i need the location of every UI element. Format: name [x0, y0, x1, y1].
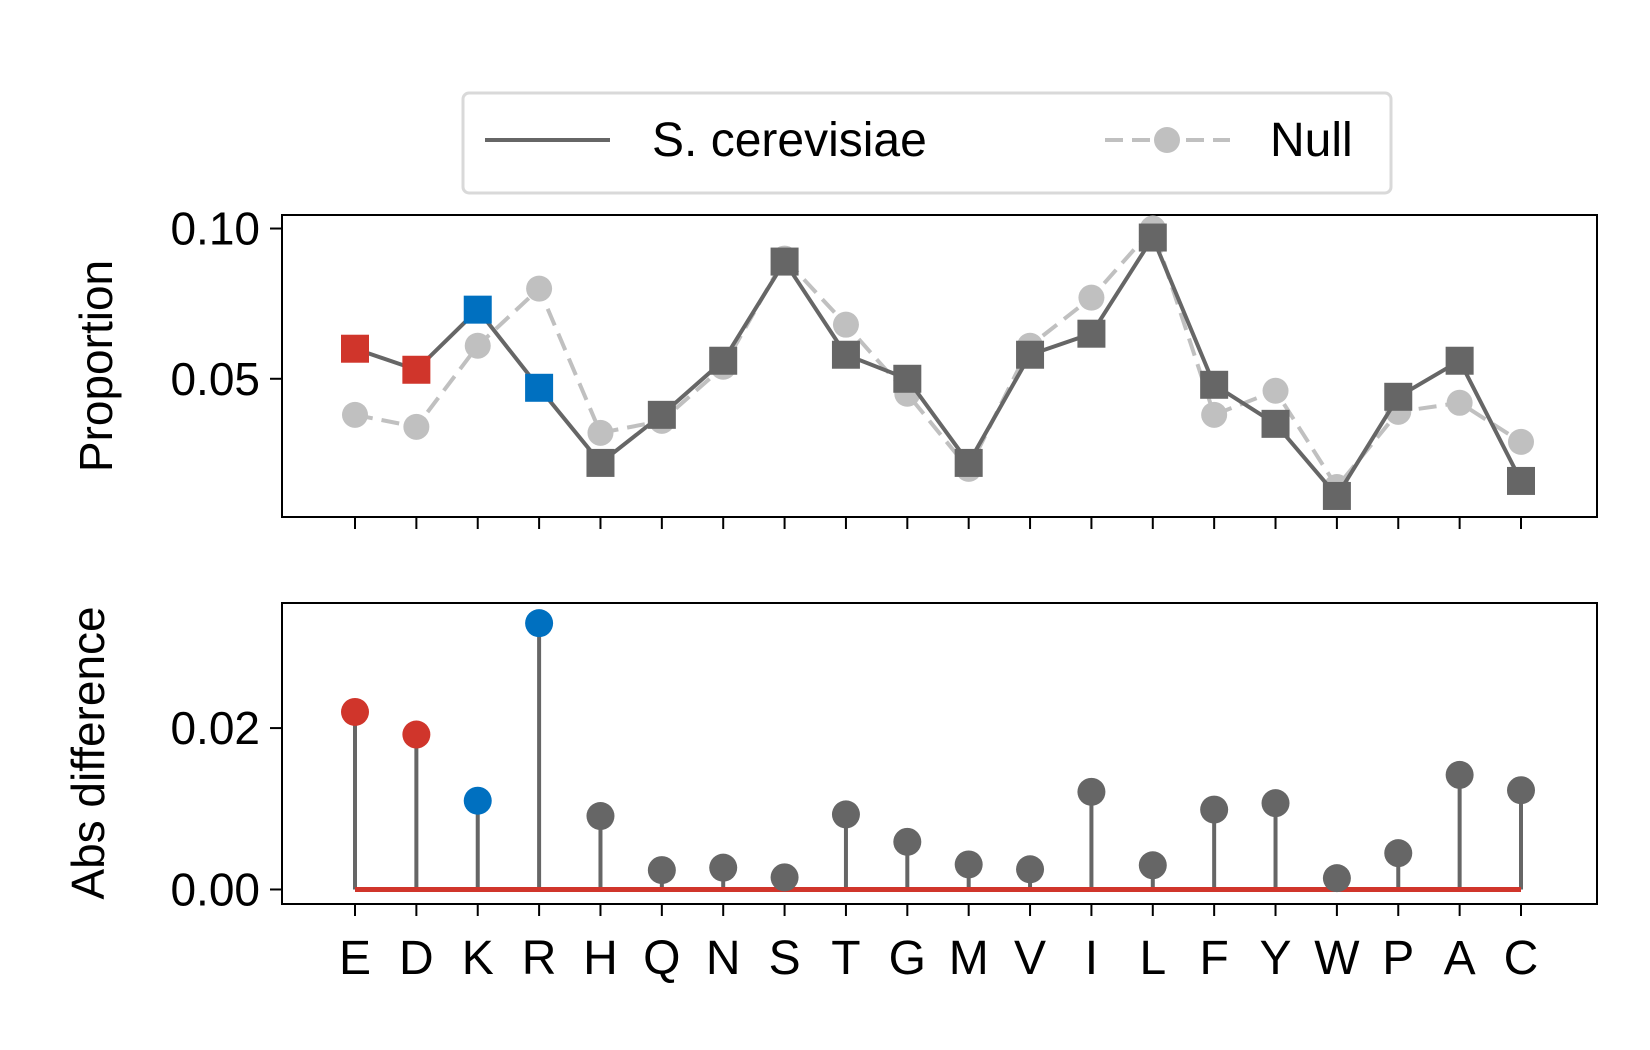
x-tick-label-M: M — [949, 932, 989, 985]
stem-marker-H — [586, 802, 615, 831]
null-point-R — [526, 275, 553, 302]
abs-difference-y-tick-label: 0.02 — [170, 702, 260, 754]
species-point-A — [1445, 346, 1474, 375]
x-tick-label-K: K — [462, 932, 494, 985]
null-point-D — [403, 413, 430, 440]
legend-frame — [461, 91, 1393, 195]
species-point-K — [463, 295, 492, 324]
proportion-panel: Proportion 0.05 0.10 — [70, 203, 1598, 529]
proportion-y-tick-label: 0.05 — [170, 353, 260, 405]
abs-difference-plot-frame — [281, 602, 1598, 905]
x-tick-label-D: D — [399, 932, 434, 985]
proportion-plot-frame — [281, 214, 1598, 518]
stem-marker-M — [954, 850, 983, 879]
species-point-Y — [1261, 409, 1290, 438]
species-point-F — [1200, 370, 1229, 399]
abs-difference-y-tick-label: 0.00 — [170, 863, 260, 915]
x-tick-label-N: N — [706, 932, 741, 985]
x-tick-label-I: I — [1085, 932, 1098, 985]
species-point-G — [893, 364, 922, 393]
species-point-E — [341, 334, 369, 363]
stem-marker-W — [1322, 864, 1351, 893]
stem-marker-V — [1016, 855, 1045, 884]
x-tick-label-E: E — [339, 932, 371, 985]
stem-marker-E — [341, 697, 369, 726]
x-tick-label-V: V — [1014, 932, 1046, 985]
stem-marker-Q — [647, 856, 676, 885]
x-tick-label-P: P — [1382, 932, 1414, 985]
proportion-y-ticks: 0.05 0.10 — [170, 203, 282, 405]
x-tick-label-T: T — [831, 932, 860, 985]
null-point-E — [342, 401, 368, 428]
species-point-P — [1384, 382, 1413, 411]
x-tick-label-H: H — [583, 932, 618, 985]
x-tick-label-A: A — [1444, 932, 1476, 985]
x-tick-label-S: S — [769, 932, 801, 985]
proportion-y-tick-label: 0.10 — [170, 203, 260, 255]
x-tick-label-W: W — [1314, 932, 1360, 985]
species-point-W — [1322, 481, 1351, 510]
null-point-F — [1201, 401, 1228, 428]
species-point-R — [525, 373, 554, 402]
abs-difference-stems — [341, 609, 1535, 893]
stem-marker-P — [1384, 839, 1413, 868]
species-point-H — [586, 448, 615, 477]
species-point-I — [1077, 319, 1106, 348]
abs-difference-y-label: Abs difference — [62, 606, 114, 899]
stem-marker-A — [1445, 760, 1474, 789]
stem-marker-T — [831, 800, 860, 829]
species-point-C — [1507, 466, 1535, 495]
null-point-K — [464, 332, 491, 359]
abs-difference-y-ticks: 0.00 0.02 — [170, 702, 282, 915]
legend-species-label: S. cerevisiae — [652, 114, 927, 167]
stem-marker-K — [463, 786, 492, 815]
species-point-T — [831, 340, 860, 369]
proportion-series — [341, 215, 1535, 510]
stem-marker-S — [770, 863, 799, 892]
stem-marker-C — [1507, 776, 1535, 805]
stem-marker-Y — [1261, 789, 1290, 818]
x-tick-label-Y: Y — [1260, 932, 1292, 985]
stem-marker-G — [893, 827, 922, 856]
null-point-C — [1508, 428, 1534, 455]
legend: S. cerevisiae Null — [461, 91, 1393, 195]
stem-marker-I — [1077, 777, 1106, 806]
species-point-S — [770, 247, 799, 276]
null-point-I — [1078, 284, 1105, 311]
stem-marker-L — [1138, 851, 1167, 880]
x-tick-label-F: F — [1199, 932, 1228, 985]
species-point-N — [709, 346, 738, 375]
x-tick-label-Q: Q — [643, 932, 680, 985]
species-point-L — [1138, 223, 1167, 252]
x-tick-label-C: C — [1504, 932, 1539, 985]
species-point-Q — [647, 400, 676, 429]
stem-marker-F — [1200, 795, 1229, 824]
x-tick-label-G: G — [889, 932, 926, 985]
legend-null-label: Null — [1270, 114, 1353, 167]
stem-marker-N — [709, 853, 738, 882]
species-point-D — [402, 355, 431, 384]
null-point-H — [587, 419, 614, 446]
null-point-A — [1446, 389, 1473, 416]
species-point-V — [1016, 340, 1045, 369]
stem-marker-D — [402, 720, 431, 749]
x-tick-label-L: L — [1139, 932, 1166, 985]
null-point-T — [832, 311, 859, 338]
null-series-line — [354, 224, 1523, 491]
legend-null-marker — [1154, 127, 1180, 153]
proportion-y-label: Proportion — [70, 260, 122, 472]
null-point-Y — [1262, 377, 1289, 404]
x-tick-label-R: R — [522, 932, 557, 985]
stem-marker-R — [525, 609, 554, 638]
species-point-M — [954, 448, 983, 477]
proportion-x-ticks — [354, 517, 1522, 529]
species-series-line — [354, 233, 1523, 500]
